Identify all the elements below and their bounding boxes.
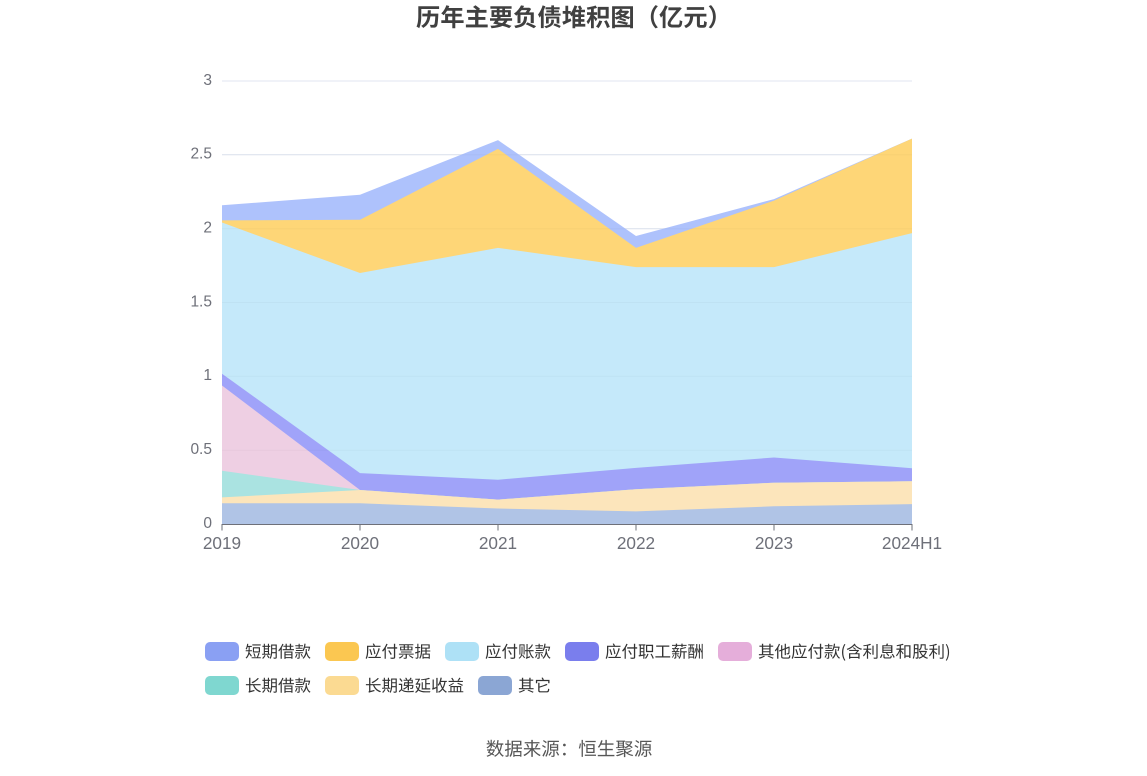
svg-text:0: 0 [203, 515, 212, 532]
svg-text:3: 3 [203, 72, 212, 89]
svg-text:2020: 2020 [341, 533, 379, 553]
svg-text:2019: 2019 [203, 533, 241, 553]
svg-text:2.5: 2.5 [190, 146, 212, 163]
svg-text:2023: 2023 [755, 533, 793, 553]
svg-text:0.5: 0.5 [190, 441, 212, 458]
svg-text:2024H1: 2024H1 [882, 533, 942, 553]
svg-text:1: 1 [203, 367, 212, 384]
svg-text:2: 2 [203, 220, 212, 237]
svg-text:2022: 2022 [617, 533, 655, 553]
svg-text:2021: 2021 [479, 533, 517, 553]
svg-text:1.5: 1.5 [190, 293, 212, 310]
